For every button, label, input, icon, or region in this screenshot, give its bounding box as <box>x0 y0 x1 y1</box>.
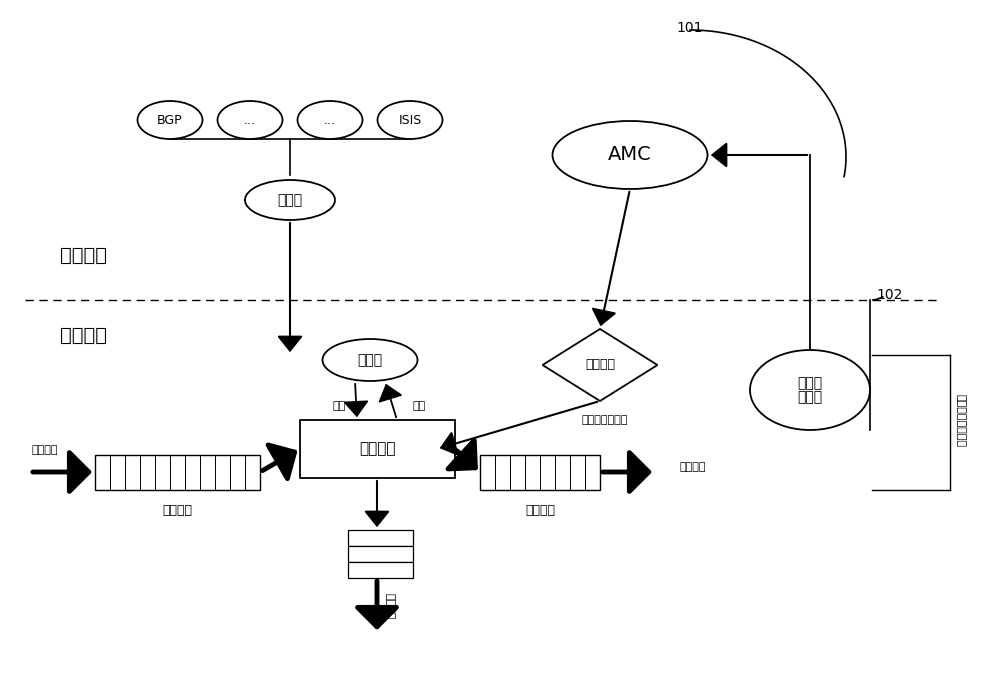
Bar <box>300 420 455 478</box>
Ellipse shape <box>552 121 708 189</box>
Text: 报文分组: 报文分组 <box>32 445 58 455</box>
Text: 输出队列: 输出队列 <box>525 503 555 516</box>
Polygon shape <box>542 329 658 401</box>
Text: 反馈: 反馈 <box>412 401 426 411</box>
Text: 业务流排队管理: 业务流排队管理 <box>582 415 628 425</box>
Ellipse shape <box>298 101 362 139</box>
Text: BGP: BGP <box>157 113 183 126</box>
Text: 控制平面: 控制平面 <box>60 245 107 264</box>
Text: 路由表: 路由表 <box>277 193 303 207</box>
Text: ISIS: ISIS <box>398 113 422 126</box>
Text: 丢包处理: 丢包处理 <box>384 593 394 619</box>
Text: 102: 102 <box>877 288 903 302</box>
Text: 101: 101 <box>677 21 703 35</box>
Bar <box>348 530 413 546</box>
Text: 路由承: 路由承 <box>797 376 823 390</box>
Bar <box>348 546 413 562</box>
Bar <box>348 562 413 578</box>
Ellipse shape <box>750 350 870 430</box>
Ellipse shape <box>322 339 418 381</box>
Ellipse shape <box>378 101 442 139</box>
Text: 策略控制: 策略控制 <box>585 359 615 372</box>
Text: 路由查找: 路由查找 <box>359 441 396 456</box>
Text: 报文分组: 报文分组 <box>680 462 706 472</box>
Ellipse shape <box>218 101 283 139</box>
Text: 输入队列: 输入队列 <box>162 503 192 516</box>
Text: ...: ... <box>244 113 256 126</box>
Ellipse shape <box>138 101 202 139</box>
Text: AMC: AMC <box>608 145 652 165</box>
Text: 载状态: 载状态 <box>797 390 823 404</box>
Text: 转发表: 转发表 <box>357 353 383 367</box>
Text: ...: ... <box>324 113 336 126</box>
Bar <box>480 455 600 490</box>
Text: 查表: 查表 <box>332 401 346 411</box>
Bar <box>95 455 260 490</box>
Text: 路由承载状态感知: 路由承载状态感知 <box>955 393 965 447</box>
Ellipse shape <box>245 180 335 220</box>
Text: 数据平面: 数据平面 <box>60 326 107 344</box>
